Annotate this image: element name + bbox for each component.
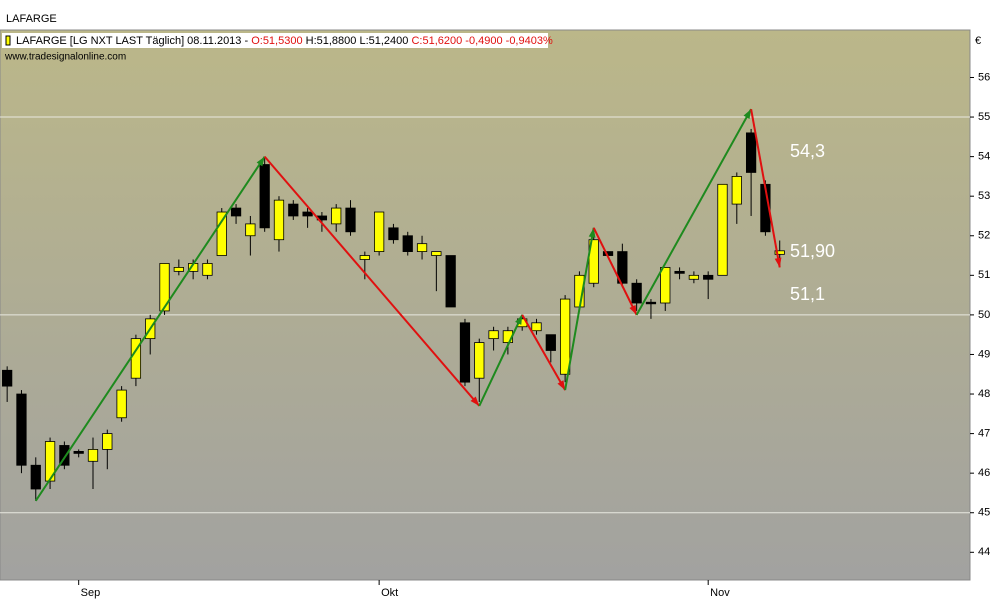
arrowhead [743, 109, 752, 120]
legend-high-low: H:51,8800 L:51,2400 [306, 35, 409, 47]
y-tick-label: 47 [978, 428, 990, 440]
annotation: 51,1 [790, 284, 825, 304]
candle-body [173, 267, 184, 272]
candle-body [402, 235, 413, 252]
legend-open: O:51,5300 [251, 35, 302, 47]
plot [0, 108, 970, 514]
y-tick-label: 51 [978, 269, 990, 281]
candle-body [774, 250, 785, 255]
candle-body [431, 251, 442, 256]
legend-icon [5, 35, 11, 46]
candle-body [87, 449, 99, 462]
zigzag-segment [34, 156, 266, 502]
candle-body [531, 322, 542, 332]
candle-body [374, 211, 385, 252]
candle-body [674, 270, 685, 274]
arrowhead [256, 156, 265, 167]
annotation: 51,90 [790, 241, 835, 261]
arrowhead [557, 380, 566, 391]
candle-body [745, 132, 757, 173]
x-tick-label: Nov [710, 587, 730, 599]
candle-body [202, 263, 213, 276]
legend-box [2, 33, 548, 48]
candle-body [2, 369, 13, 387]
candle-body [459, 322, 471, 383]
y-tick-label: 50 [978, 309, 990, 321]
y-tick-label: 53 [978, 190, 990, 202]
y-tick-label: 56 [978, 71, 990, 83]
source: www.tradesignalonline.com [4, 52, 126, 63]
legend: LAFARGE [LG NXT LAST Täglich] 08.11.2013… [5, 35, 553, 47]
candle-body [302, 211, 313, 217]
zigzag-segment [564, 227, 595, 391]
annotation: 54,3 [790, 141, 825, 161]
legend-name: LAFARGE [LG NXT LAST Täglich] 08.11.2013… [16, 35, 248, 47]
zigzag-segment [478, 314, 524, 407]
candle-body [474, 342, 485, 379]
legend-text: LAFARGE [LG NXT LAST Täglich] 08.11.2013… [16, 35, 553, 47]
candle-body [588, 239, 599, 284]
candle-body [688, 274, 700, 280]
arrowhead [774, 257, 782, 268]
y-tick-label: 45 [978, 507, 990, 519]
candle-body [617, 251, 628, 284]
candle-body [717, 183, 728, 276]
candle-body [559, 298, 571, 375]
candle-body [703, 274, 714, 280]
candle-body [259, 164, 270, 229]
arrowhead [515, 314, 523, 325]
candle-body [230, 207, 242, 217]
candle-body [73, 451, 84, 454]
zigzag-segment [263, 155, 481, 407]
arrowhead [588, 227, 596, 238]
arrowhead [629, 304, 637, 315]
candle-body [731, 176, 742, 205]
y-unit: € [975, 35, 981, 47]
candle-body [102, 433, 113, 450]
chart-title: LAFARGE [6, 13, 57, 25]
y-tick-label: 46 [978, 467, 990, 479]
candle-body [331, 207, 342, 225]
candle-body [59, 445, 70, 466]
plot-area [0, 29, 971, 581]
zigzag-segment [521, 314, 566, 391]
y-tick-label: 48 [978, 388, 990, 400]
candle-body [416, 243, 428, 252]
x-tick-label: Sep [81, 587, 101, 599]
candle-body [30, 464, 41, 490]
y-tick-label: 54 [978, 151, 990, 163]
candle-body [245, 223, 256, 237]
x-tick-label: Okt [381, 587, 398, 599]
y-tick-label: 55 [978, 111, 990, 123]
y-tick-label: 44 [978, 546, 990, 558]
y-tick-label: 49 [978, 348, 990, 360]
zigzag-segment [750, 108, 781, 268]
candle-body [359, 255, 370, 260]
candle-body [388, 227, 399, 241]
arrowhead [470, 396, 480, 406]
candle-body [216, 211, 227, 256]
y-tick-label: 52 [978, 230, 990, 242]
legend-close: C:51,6200 -0,4900 -0,9403% [411, 35, 552, 47]
candle-body [545, 334, 556, 351]
candle-body [273, 199, 285, 241]
candle-body [488, 330, 499, 340]
zigzag-segment [592, 227, 638, 316]
candle-body [631, 282, 642, 304]
candle-body [645, 301, 657, 305]
candle-body [16, 393, 27, 466]
candle-body [116, 389, 127, 419]
zigzag-segment [635, 108, 752, 316]
candle-body [660, 267, 671, 304]
candle-body [288, 203, 299, 217]
candle-body [345, 207, 356, 233]
candle-body [445, 255, 456, 308]
candle-body [159, 263, 170, 312]
